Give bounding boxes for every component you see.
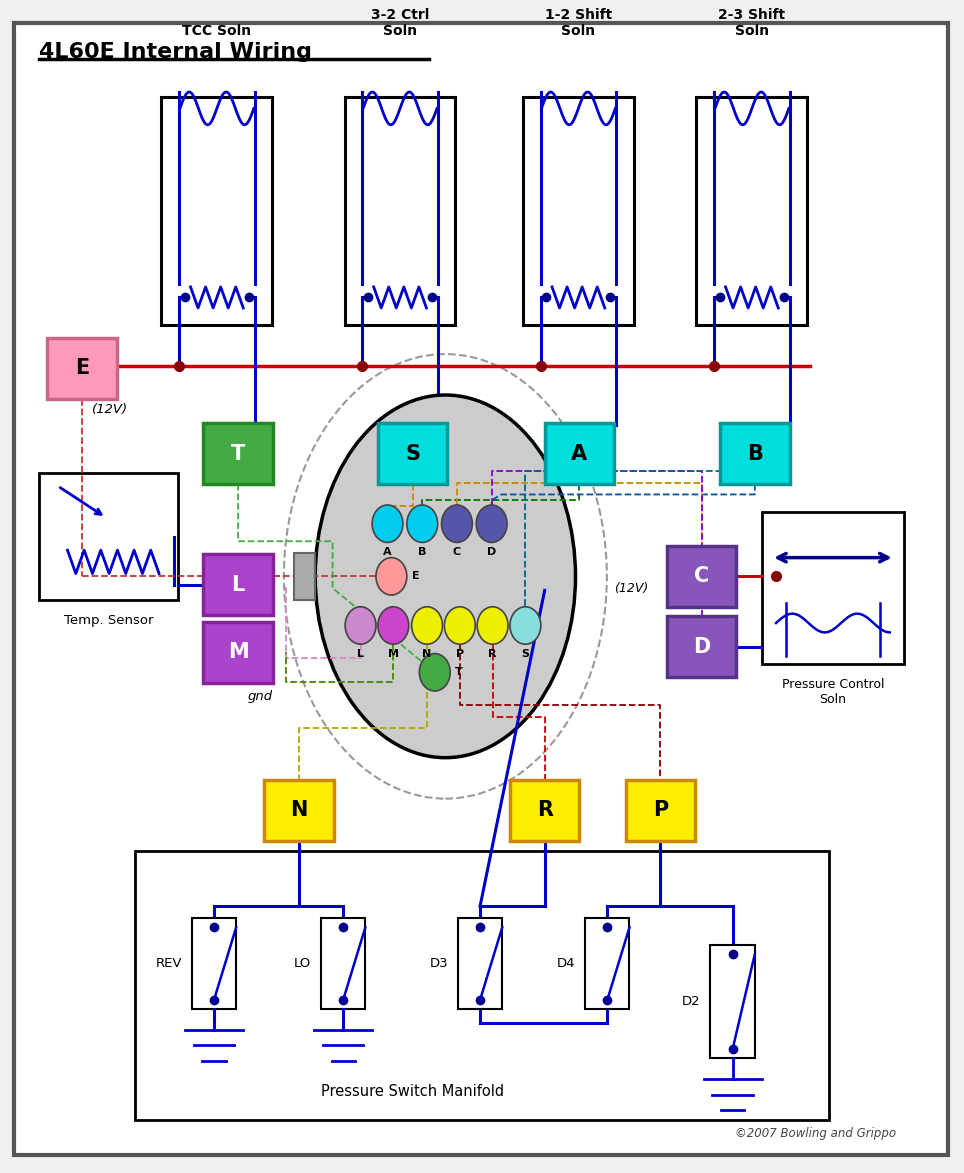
Text: D2: D2: [683, 995, 701, 1008]
Circle shape: [372, 506, 403, 542]
Bar: [192, 918, 236, 1009]
Text: A: A: [384, 547, 391, 557]
Bar: [762, 511, 904, 664]
Ellipse shape: [315, 395, 576, 758]
Text: R: R: [489, 649, 496, 659]
Text: L: L: [231, 575, 245, 595]
Bar: [585, 918, 629, 1009]
Text: Pressure Switch Manifold: Pressure Switch Manifold: [321, 1084, 504, 1099]
Circle shape: [378, 606, 409, 644]
Text: 2-3 Shift
Soln: 2-3 Shift Soln: [718, 8, 786, 39]
Text: D: D: [487, 547, 496, 557]
Text: ©2007 Bowling and Grippo: ©2007 Bowling and Grippo: [736, 1127, 897, 1140]
Text: Pressure Control
Soln: Pressure Control Soln: [782, 678, 884, 706]
Circle shape: [345, 606, 376, 644]
Circle shape: [412, 606, 442, 644]
Bar: [667, 616, 736, 677]
Bar: [510, 780, 579, 841]
Bar: [667, 545, 736, 606]
Circle shape: [476, 506, 507, 542]
Text: S: S: [522, 649, 529, 659]
Bar: [135, 852, 829, 1120]
Text: B: B: [418, 547, 426, 557]
Text: (12V): (12V): [92, 404, 127, 416]
Text: M: M: [388, 649, 399, 659]
Text: Temp. Sensor: Temp. Sensor: [64, 613, 153, 626]
Bar: [710, 945, 755, 1058]
Bar: [321, 918, 365, 1009]
Circle shape: [376, 557, 407, 595]
Circle shape: [407, 506, 438, 542]
Bar: [458, 918, 502, 1009]
Bar: [626, 780, 695, 841]
Bar: [294, 552, 315, 599]
Bar: [162, 96, 273, 325]
Text: B: B: [747, 443, 763, 463]
Text: R: R: [537, 800, 552, 820]
Bar: [696, 96, 808, 325]
Bar: [47, 338, 117, 399]
Text: E: E: [75, 358, 89, 378]
Text: 4L60E Internal Wiring: 4L60E Internal Wiring: [39, 42, 311, 62]
Text: P: P: [653, 800, 668, 820]
Text: (12V): (12V): [614, 582, 649, 595]
Text: P: P: [456, 649, 464, 659]
Text: N: N: [290, 800, 308, 820]
Circle shape: [477, 606, 508, 644]
Text: S: S: [405, 443, 420, 463]
Text: REV: REV: [156, 957, 182, 970]
Text: gnd: gnd: [248, 690, 273, 703]
Bar: [203, 423, 273, 484]
Bar: [203, 554, 273, 615]
Circle shape: [419, 653, 450, 691]
Circle shape: [444, 606, 475, 644]
Text: A: A: [572, 443, 587, 463]
Circle shape: [442, 506, 472, 542]
Text: E: E: [412, 571, 419, 582]
Text: TCC Soln: TCC Soln: [182, 25, 252, 39]
Text: D: D: [693, 637, 710, 657]
Text: C: C: [694, 567, 710, 586]
Bar: [545, 423, 614, 484]
Text: M: M: [228, 643, 249, 663]
Bar: [522, 96, 634, 325]
Text: D4: D4: [557, 957, 576, 970]
Bar: [203, 622, 273, 683]
Text: D3: D3: [430, 957, 448, 970]
Text: LO: LO: [294, 957, 311, 970]
Text: 1-2 Shift
Soln: 1-2 Shift Soln: [545, 8, 612, 39]
Bar: [39, 474, 178, 599]
Bar: [720, 423, 790, 484]
Text: 3-2 Ctrl
Soln: 3-2 Ctrl Soln: [371, 8, 429, 39]
Text: T: T: [231, 443, 245, 463]
Text: N: N: [422, 649, 432, 659]
Text: L: L: [357, 649, 364, 659]
Text: T: T: [455, 667, 463, 677]
Bar: [264, 780, 334, 841]
Bar: [378, 423, 447, 484]
Bar: [345, 96, 456, 325]
Circle shape: [510, 606, 541, 644]
Text: C: C: [453, 547, 461, 557]
